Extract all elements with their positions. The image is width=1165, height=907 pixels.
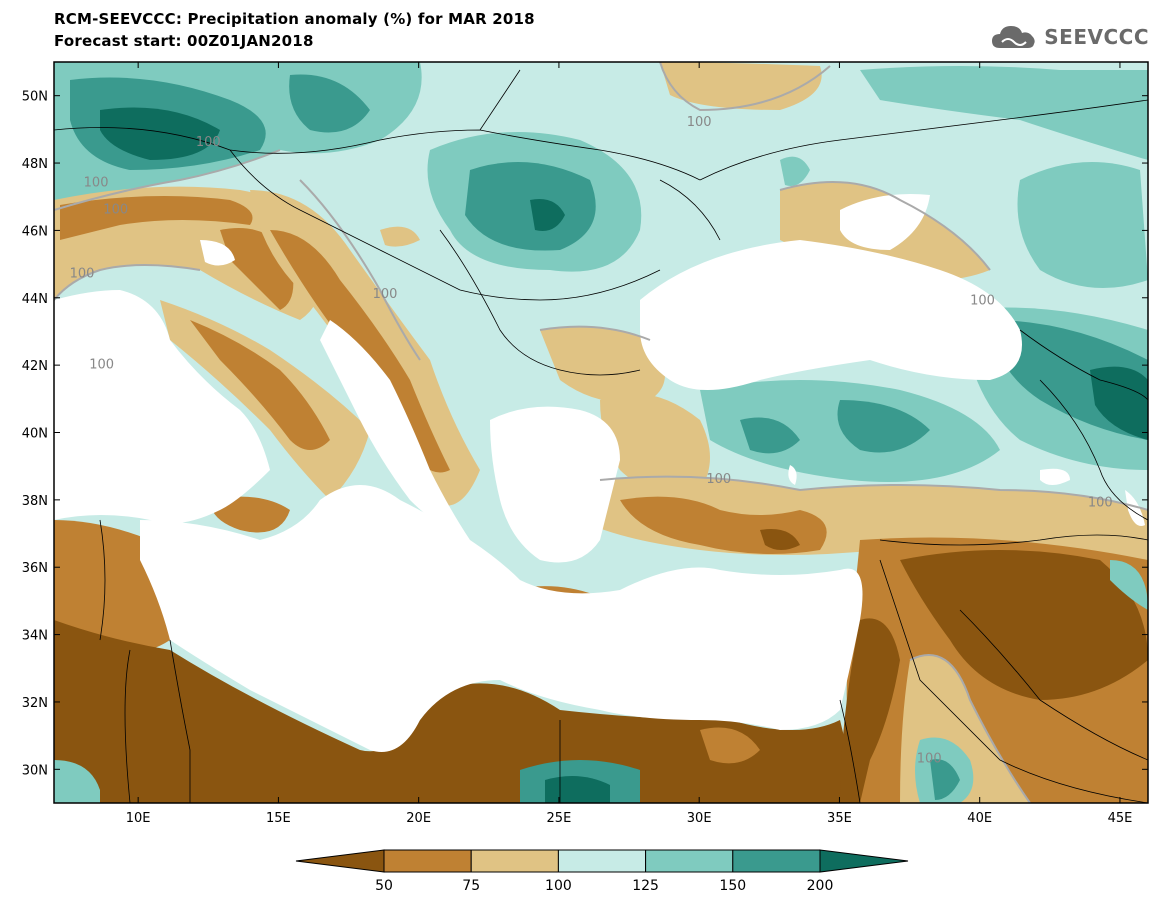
contour-label: 100 [103,203,128,218]
field-dry-strong-africa [54,620,860,803]
chart-subtitle: Forecast start: 00Z01JAN2018 [54,32,314,50]
field-wet-strong-anatolia [837,400,930,453]
map-fields [54,62,1148,803]
contour-label: 100 [1088,496,1113,511]
field-dry-egypt-patch [700,727,760,764]
legend-colorbar: 50 75 100 125 150 200 [295,849,909,894]
lon-tick-label: 25E [547,811,572,826]
field-dry-strong-levant [840,618,900,803]
contour-label: 100 [373,287,398,302]
field-wet-iraq [1110,560,1148,610]
legend-swatch [732,849,821,873]
sea-azov [840,194,930,250]
lon-tick-label: 40E [967,811,992,826]
legend-level-label: 125 [632,878,659,894]
legend-swatch [383,849,472,873]
field-wet-extreme-romania [530,199,565,231]
lat-tick-label: 50N [22,90,48,105]
field-dry-sicily [210,496,290,533]
lake-tuz [788,465,797,485]
field-dry-weak-aegean [600,393,710,493]
lat-tick-label: 38N [22,494,48,509]
legend-swatch-high [819,849,909,873]
lat-tick-label: 30N [22,763,48,778]
contour-label: 100 [706,472,731,487]
field-wet-ukraine [1017,162,1148,288]
lake-urmia [1125,490,1145,526]
lat-tick-label: 36N [22,561,48,576]
field-wet-patch [780,156,810,186]
field-dry-strong-mideast [900,550,1148,700]
legend-level-label: 100 [545,878,572,894]
lat-tick-label: 46N [22,224,48,239]
legend-swatch [470,849,559,873]
sea-tyrrhenian [54,290,270,524]
field-dry-weak-patch [380,226,420,247]
legend-level-label: 150 [719,878,746,894]
sea-ligurian [200,240,235,266]
logo-text: SEEVCCC [1044,25,1149,49]
lat-tick-label: 42N [22,359,48,374]
field-wet-strong-romania [465,162,596,251]
latitude-axis: 50N 48N 46N 44N 42N 40N 38N 36N 34N 32N 30N [22,90,1148,778]
field-wet-strong-jordan [930,759,960,800]
field-dry-weak-bulgaria [540,326,665,403]
field-dry-alps [60,196,253,240]
lon-tick-label: 30E [687,811,712,826]
sea-aegean [490,406,620,563]
legend-level-label: 75 [462,878,480,894]
contour-label: 100 [970,294,995,309]
cloud-icon [992,26,1035,48]
contour-label: 100 [70,267,95,282]
field-wet-algeria [54,760,100,803]
contour-label: 100 [196,135,221,150]
field-wet-strong-cz [289,74,370,133]
chart-title: RCM-SEEVCCC: Precipitation anomaly (%) f… [54,10,535,28]
sea-adriatic-ionian [320,320,470,540]
country-borders [54,69,1148,803]
lat-tick-label: 32N [22,696,48,711]
contour-100-lines [54,62,1148,803]
sea-black-sea [640,240,1022,390]
field-wet-strong-anatolia2 [740,417,800,454]
legend-swatch-low [295,849,385,873]
legend-swatch [645,849,734,873]
lat-tick-label: 40N [22,427,48,442]
field-dry-strong-s-turkey [760,529,800,550]
field-dry-weak-north [660,62,822,110]
contour-labels: 100 100 100 100 100 100 100 100 100 100 100 [70,115,1113,767]
field-dry-italy [190,320,330,450]
lon-tick-label: 20E [406,811,431,826]
lon-tick-label: 15E [266,811,291,826]
field-wet-ne [860,66,1148,160]
legend-level-label: 200 [807,878,834,894]
legend-level-label: 50 [375,878,393,894]
longitude-axis: 10E 15E 20E 25E 30E 35E 40E 45E [126,62,1133,826]
field-wet-extreme-caucasus [1090,366,1148,440]
contour-label: 100 [84,176,109,191]
lat-tick-label: 48N [22,157,48,172]
lon-tick-label: 35E [827,811,852,826]
lon-tick-label: 10E [126,811,151,826]
sea-mediterranean [140,485,863,752]
legend-swatch [557,849,647,873]
seevccc-logo: SEEVCCC [990,22,1149,52]
contour-label: 100 [687,115,712,130]
contour-label: 100 [917,752,942,767]
field-wet-extreme-nw [100,107,220,160]
lat-tick-label: 44N [22,292,48,307]
lon-tick-label: 45E [1108,811,1133,826]
lat-tick-label: 34N [22,629,48,644]
lake-van [1040,468,1070,485]
field-wet-extreme-libya-south [545,776,610,803]
contour-label: 100 [89,358,114,373]
